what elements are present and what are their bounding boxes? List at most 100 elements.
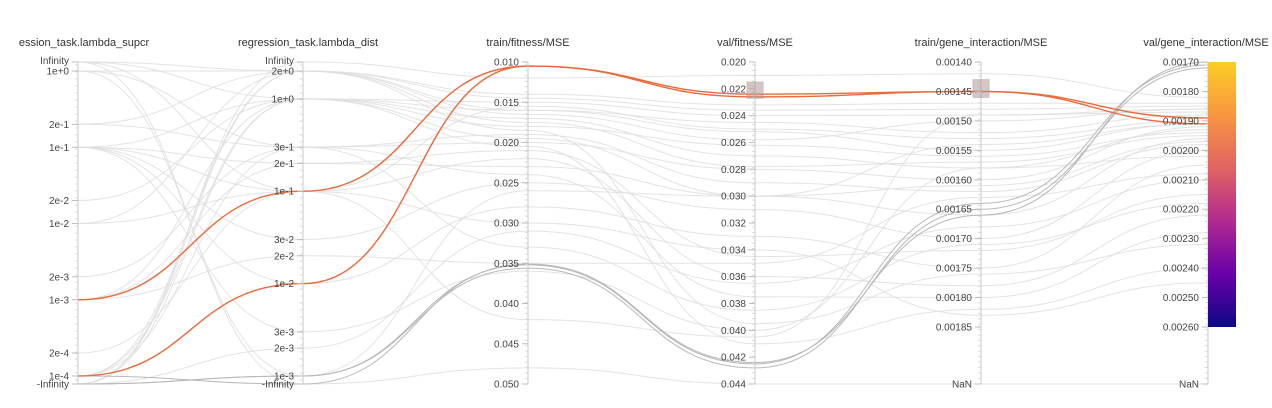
tick-label: 0.00150: [936, 116, 973, 127]
tick-label: 0.038: [721, 299, 746, 310]
tick-label: Infinity: [40, 56, 69, 67]
run-line-9[interactable]: [77, 98, 1209, 202]
run-line-11[interactable]: [77, 133, 1209, 278]
run-line-23[interactable]: [77, 123, 1209, 311]
tick-label: 0.00170: [936, 234, 973, 245]
tick-label: 0.040: [721, 326, 746, 337]
run-line-3[interactable]: [78, 70, 1209, 141]
tick-label: 0.044: [721, 380, 746, 391]
run-line-24[interactable]: [77, 190, 1209, 316]
tick-label: NaN: [1179, 380, 1199, 391]
tick-label: 0.022: [721, 84, 746, 95]
tick-label: 0.00175: [936, 264, 973, 275]
tick-label: 2e-4: [49, 349, 69, 360]
tick-label: 0.00200: [1163, 146, 1200, 157]
tick-label: 0.010: [494, 58, 519, 69]
run-line-7[interactable]: [77, 146, 1209, 285]
run-line-0[interactable]: [77, 61, 1209, 134]
tick-label: 2e-3: [49, 272, 69, 283]
axis-val_fitness_mse[interactable]: val/fitness/MSE 0.020 0.022 0.024 0.026 0.028…: [717, 37, 793, 391]
tick-label: 1e-3: [49, 295, 69, 306]
tick-label: 0.00165: [936, 205, 973, 216]
emphasized-run-line-0[interactable]: [77, 64, 1209, 385]
tick-label: 0.00185: [936, 323, 973, 334]
brush-group: [746, 79, 990, 99]
axis-title: val/gene_interaction/MSE: [1143, 37, 1268, 49]
tick-label: 0.00180: [1163, 87, 1200, 98]
axis-title: regression_task.lambda_dist: [238, 37, 378, 49]
tick-label: 0.00250: [1163, 293, 1200, 304]
tick-label: 0.00145: [936, 87, 973, 98]
tick-label: 0.026: [721, 138, 746, 149]
tick-label: 1e-1: [274, 187, 294, 198]
tick-label: 0.00155: [936, 146, 973, 157]
run-line-13[interactable]: [77, 150, 1209, 301]
run-line-21[interactable]: [77, 61, 1208, 385]
run-line-2[interactable]: [77, 70, 1209, 181]
tick-label: 0.00260: [1163, 323, 1200, 334]
tick-label: 0.00230: [1163, 234, 1200, 245]
tick-label: 0.00220: [1163, 205, 1200, 216]
tick-label: 1e+0: [271, 94, 294, 105]
tick-label: 0.028: [721, 165, 746, 176]
axis-title: ession_task.lambda_supcr: [19, 37, 150, 49]
tick-label: 0.00240: [1163, 264, 1200, 275]
run-line-8[interactable]: [77, 146, 1209, 241]
axis-val_gene_interaction_mse[interactable]: val/gene_interaction/MSE 0.00170 0.00180 0.…: [1143, 37, 1268, 391]
axis-train_fitness_mse[interactable]: train/fitness/MSE 0.010 0.015 0.020 0.025 0.0…: [486, 37, 569, 391]
tick-label: 0.015: [494, 98, 519, 109]
tick-label: 2e+0: [271, 67, 294, 78]
run-line-5[interactable]: [77, 138, 1209, 216]
run-line-10[interactable]: [77, 70, 1209, 224]
axis-brush-1[interactable]: [972, 79, 990, 98]
run-line-18[interactable]: [77, 70, 1209, 385]
axis-brush-0[interactable]: [746, 81, 764, 99]
tick-label: 0.020: [494, 138, 519, 149]
tick-label: 0.050: [494, 380, 519, 391]
run-line-25[interactable]: [77, 173, 1209, 301]
run-line-4[interactable]: [77, 98, 1209, 148]
tick-label: 0.034: [721, 245, 746, 256]
tick-label: 0.040: [494, 299, 519, 310]
axes-group: ession_task.lambda_supcrInfinity1e+02e-1…: [19, 37, 1269, 391]
tick-label: 0.036: [721, 272, 746, 283]
run-line-20[interactable]: [77, 179, 1209, 385]
axis-train_gene_interaction_mse[interactable]: train/gene_interaction/MSE 0.00140 0.00145…: [915, 37, 1048, 391]
tick-label: 0.025: [494, 178, 519, 189]
tick-label: 3e-1: [274, 143, 294, 154]
tick-label: -Infinity: [262, 380, 294, 391]
run-line-12[interactable]: [77, 98, 1209, 301]
tick-label: 0.042: [721, 353, 746, 364]
highlighted-run-line-1[interactable]: [77, 65, 1209, 377]
highlighted-run-line-0[interactable]: [77, 65, 1209, 301]
axis-title: val/fitness/MSE: [717, 37, 793, 49]
axis-title: train/fitness/MSE: [486, 37, 569, 49]
tick-label: 1e-1: [49, 143, 69, 154]
tick-label: 0.00160: [936, 175, 973, 186]
run-line-16[interactable]: [77, 98, 1209, 377]
run-line-17[interactable]: [77, 146, 1209, 377]
run-line-6[interactable]: [77, 105, 1209, 192]
emphasized-run-line-2[interactable]: [77, 61, 1209, 385]
run-line-26[interactable]: [77, 146, 1209, 333]
tick-label: 1e-3: [274, 372, 294, 383]
colorbar: [1208, 62, 1236, 327]
run-line-28[interactable]: [77, 70, 1208, 125]
background-run-lines: [77, 61, 1209, 385]
highlighted-run-lines: [77, 65, 1209, 377]
tick-label: 0.024: [721, 111, 746, 122]
tick-label: Infinity: [265, 56, 294, 67]
tick-label: 0.035: [494, 259, 519, 270]
tick-label: 1e+0: [46, 67, 69, 78]
run-line-22[interactable]: [77, 61, 1209, 385]
run-line-19[interactable]: [77, 98, 1209, 385]
tick-label: NaN: [952, 380, 972, 391]
tick-label: 2e-3: [274, 344, 294, 355]
tick-label: 1e-2: [274, 279, 294, 290]
tick-label: 0.00210: [1163, 175, 1200, 186]
emphasized-run-line-1[interactable]: [77, 67, 1209, 385]
tick-label: 0.00190: [1163, 116, 1200, 127]
